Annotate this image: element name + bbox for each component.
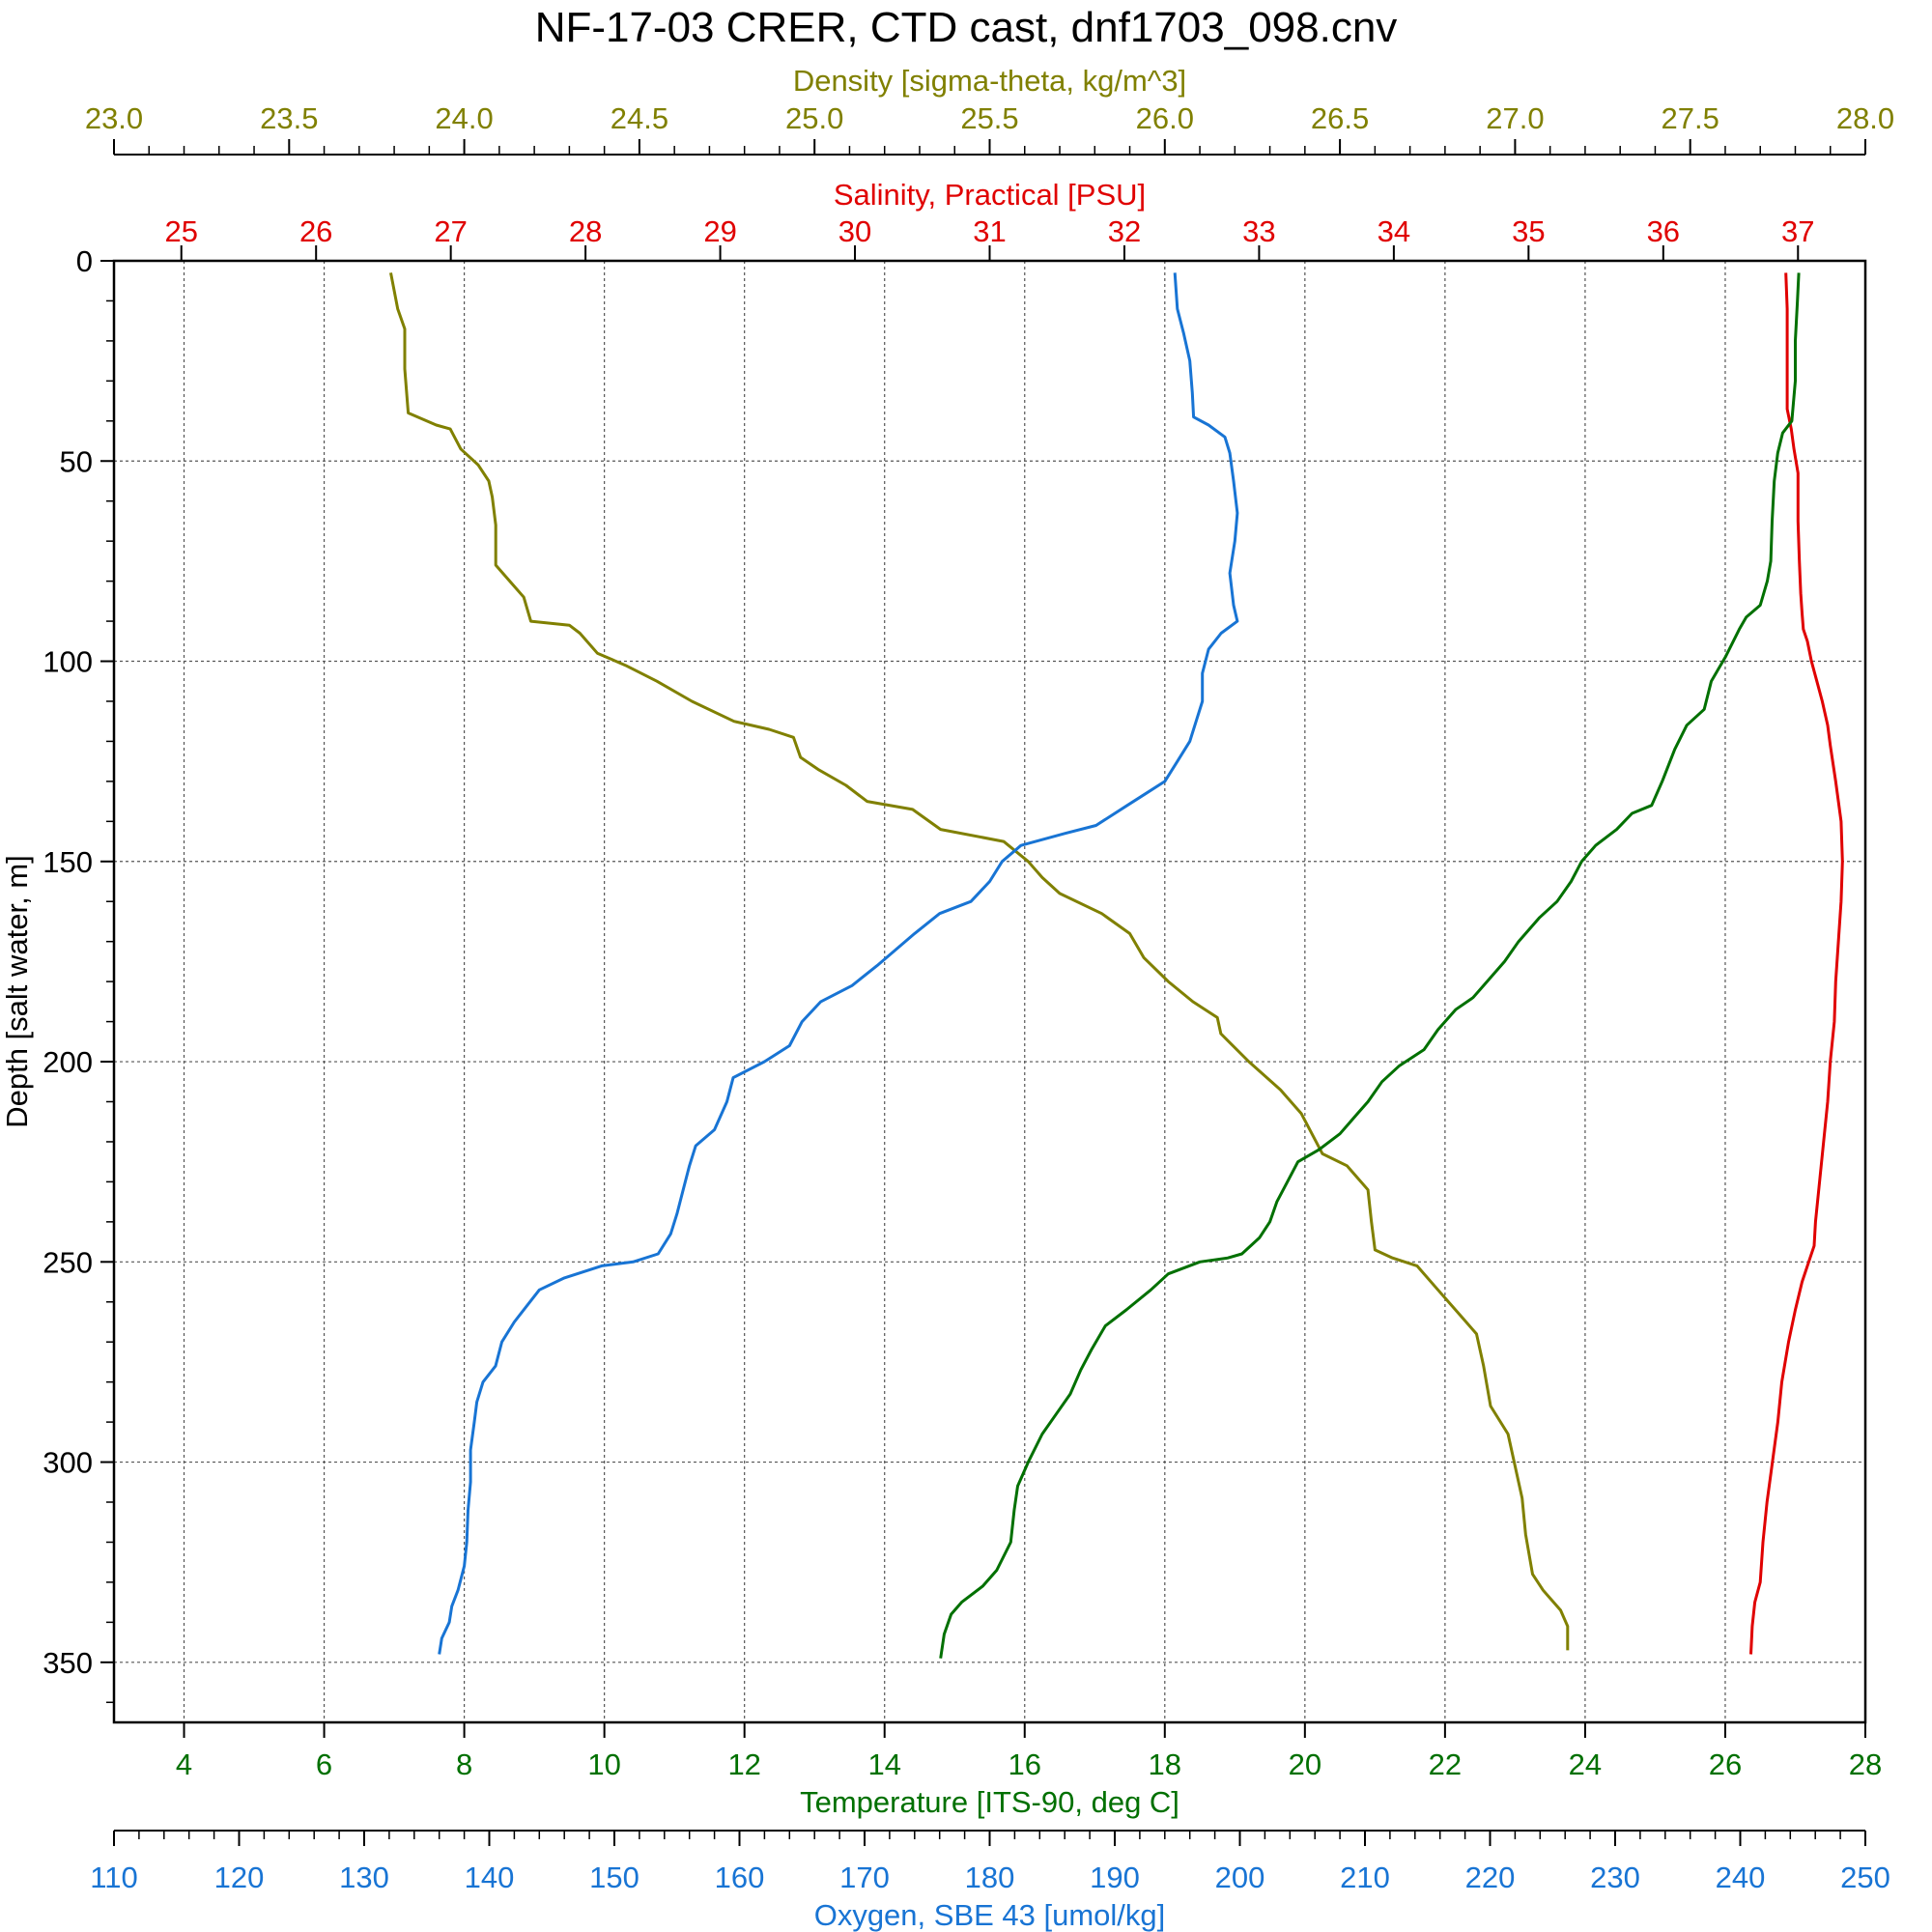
salinity-tick-label: 25 [164, 214, 197, 248]
series-lines [389, 272, 1844, 1659]
oxygen-tick-label: 220 [1465, 1861, 1516, 1894]
temperature-tick-label: 4 [176, 1747, 192, 1781]
oxygen-axis-label: Oxygen, SBE 43 [umol/kg] [814, 1898, 1166, 1932]
salinity-tick-label: 36 [1647, 214, 1680, 248]
oxygen-tick-label: 250 [1840, 1861, 1890, 1894]
temperature-tick-label: 10 [587, 1747, 620, 1781]
salinity-tick-label: 28 [569, 214, 602, 248]
salinity-tick-label: 27 [434, 214, 467, 248]
temperature-tick-label: 14 [867, 1747, 900, 1781]
salinity-tick-label: 34 [1378, 214, 1410, 248]
salinity-axis-label: Salinity, Practical [PSU] [834, 178, 1146, 212]
salinity-tick-label: 29 [703, 214, 736, 248]
axes: 0 50 100 150 200 250 300 350 Depth [salt water, … [0, 64, 1894, 1932]
density-tick-label: 27.5 [1662, 101, 1719, 135]
density-tick-label: 26.5 [1311, 101, 1369, 135]
density-tick-label: 25.5 [960, 101, 1018, 135]
density-tick-label: 24.0 [435, 101, 493, 135]
salinity-tick-label: 30 [838, 214, 871, 248]
salinity-tick-label: 37 [1781, 214, 1814, 248]
oxygen-tick-label: 210 [1340, 1861, 1390, 1894]
depth-tick-label: 300 [43, 1446, 93, 1480]
depth-tick-label: 50 [60, 444, 93, 478]
temperature-tick-label: 22 [1429, 1747, 1462, 1781]
density-axis-label: Density [sigma-theta, kg/m^3] [793, 64, 1186, 98]
temperature-tick-label: 28 [1849, 1747, 1882, 1781]
depth-axis-label: Depth [salt water, m] [0, 855, 34, 1128]
depth-tick-label: 200 [43, 1045, 93, 1079]
temperature-tick-label: 20 [1289, 1747, 1321, 1781]
temperature-tick-label: 24 [1569, 1747, 1602, 1781]
temperature-axis-label: Temperature [ITS-90, deg C] [800, 1785, 1179, 1819]
oxygen-tick-label: 110 [90, 1861, 137, 1894]
oxygen-tick-label: 150 [589, 1861, 639, 1894]
oxygen-tick-label: 190 [1090, 1861, 1140, 1894]
density-tick-label: 23.5 [260, 101, 318, 135]
oxygen-tick-label: 230 [1590, 1861, 1640, 1894]
depth-tick-label: 250 [43, 1245, 93, 1279]
density-profile-line [389, 272, 1570, 1651]
temperature-profile-line [939, 272, 1801, 1659]
temperature-tick-label: 18 [1149, 1747, 1181, 1781]
density-tick-label: 27.0 [1486, 101, 1544, 135]
density-tick-label: 26.0 [1136, 101, 1194, 135]
salinity-tick-label: 31 [973, 214, 1006, 248]
oxygen-tick-label: 160 [715, 1861, 765, 1894]
salinity-profile-line [1749, 272, 1844, 1655]
depth-tick-label: 100 [43, 645, 93, 679]
oxygen-tick-label: 240 [1716, 1861, 1766, 1894]
salinity-tick-label: 35 [1512, 214, 1545, 248]
depth-tick-label: 350 [43, 1646, 93, 1680]
oxygen-profile-line [438, 272, 1239, 1655]
temperature-tick-label: 16 [1009, 1747, 1041, 1781]
temperature-tick-label: 26 [1709, 1747, 1742, 1781]
chart-title: NF-17-03 CRER, CTD cast, dnf1703_098.cnv [535, 4, 1398, 51]
grid-lines [114, 261, 1865, 1722]
density-tick-label: 24.5 [611, 101, 668, 135]
salinity-tick-label: 33 [1242, 214, 1275, 248]
oxygen-tick-label: 130 [339, 1861, 389, 1894]
depth-tick-label: 150 [43, 845, 93, 879]
oxygen-tick-label: 140 [465, 1861, 515, 1894]
temperature-tick-label: 8 [456, 1747, 472, 1781]
temperature-tick-label: 6 [316, 1747, 332, 1781]
temperature-tick-label: 12 [727, 1747, 760, 1781]
oxygen-tick-label: 120 [214, 1861, 265, 1894]
density-tick-label: 28.0 [1836, 101, 1894, 135]
plot-frame [112, 259, 1867, 1724]
density-tick-label: 25.0 [785, 101, 843, 135]
density-tick-label: 23.0 [85, 101, 143, 135]
salinity-tick-label: 32 [1108, 214, 1141, 248]
oxygen-tick-label: 200 [1215, 1861, 1265, 1894]
depth-tick-label: 0 [76, 244, 93, 278]
oxygen-tick-label: 170 [839, 1861, 890, 1894]
salinity-tick-label: 26 [299, 214, 332, 248]
oxygen-tick-label: 180 [965, 1861, 1015, 1894]
